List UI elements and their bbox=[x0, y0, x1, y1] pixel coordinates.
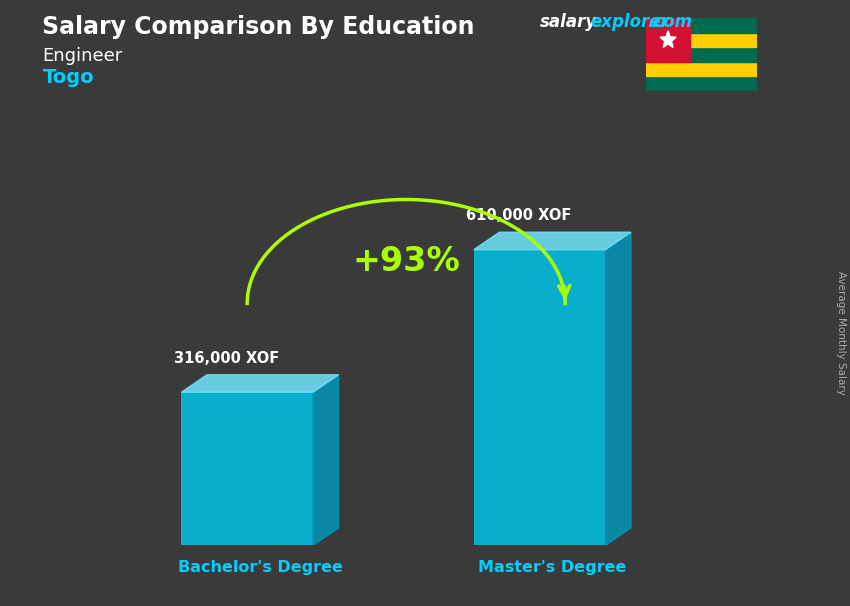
Text: Salary Comparison By Education: Salary Comparison By Education bbox=[42, 15, 475, 39]
Bar bbox=[646, 62, 756, 76]
Bar bbox=[646, 33, 756, 47]
Text: Bachelor's Degree: Bachelor's Degree bbox=[178, 560, 343, 575]
Text: .com: .com bbox=[648, 13, 693, 32]
Bar bbox=[646, 76, 756, 91]
Text: Average Monthly Salary: Average Monthly Salary bbox=[836, 271, 846, 395]
Text: explorer: explorer bbox=[590, 13, 669, 32]
Polygon shape bbox=[605, 232, 631, 545]
Bar bbox=[646, 18, 690, 62]
Bar bbox=[646, 47, 756, 62]
Text: 316,000 XOF: 316,000 XOF bbox=[174, 351, 280, 365]
Text: Togo: Togo bbox=[42, 68, 94, 87]
Polygon shape bbox=[181, 375, 338, 392]
Bar bbox=[473, 250, 605, 545]
Text: Master's Degree: Master's Degree bbox=[479, 560, 626, 575]
Bar bbox=[646, 18, 756, 33]
Bar bbox=[181, 392, 313, 545]
Polygon shape bbox=[313, 375, 338, 545]
Text: salary: salary bbox=[540, 13, 597, 32]
Text: +93%: +93% bbox=[352, 245, 460, 278]
Text: 610,000 XOF: 610,000 XOF bbox=[467, 208, 572, 223]
Polygon shape bbox=[473, 232, 631, 250]
Text: Engineer: Engineer bbox=[42, 47, 122, 65]
Polygon shape bbox=[660, 31, 676, 47]
